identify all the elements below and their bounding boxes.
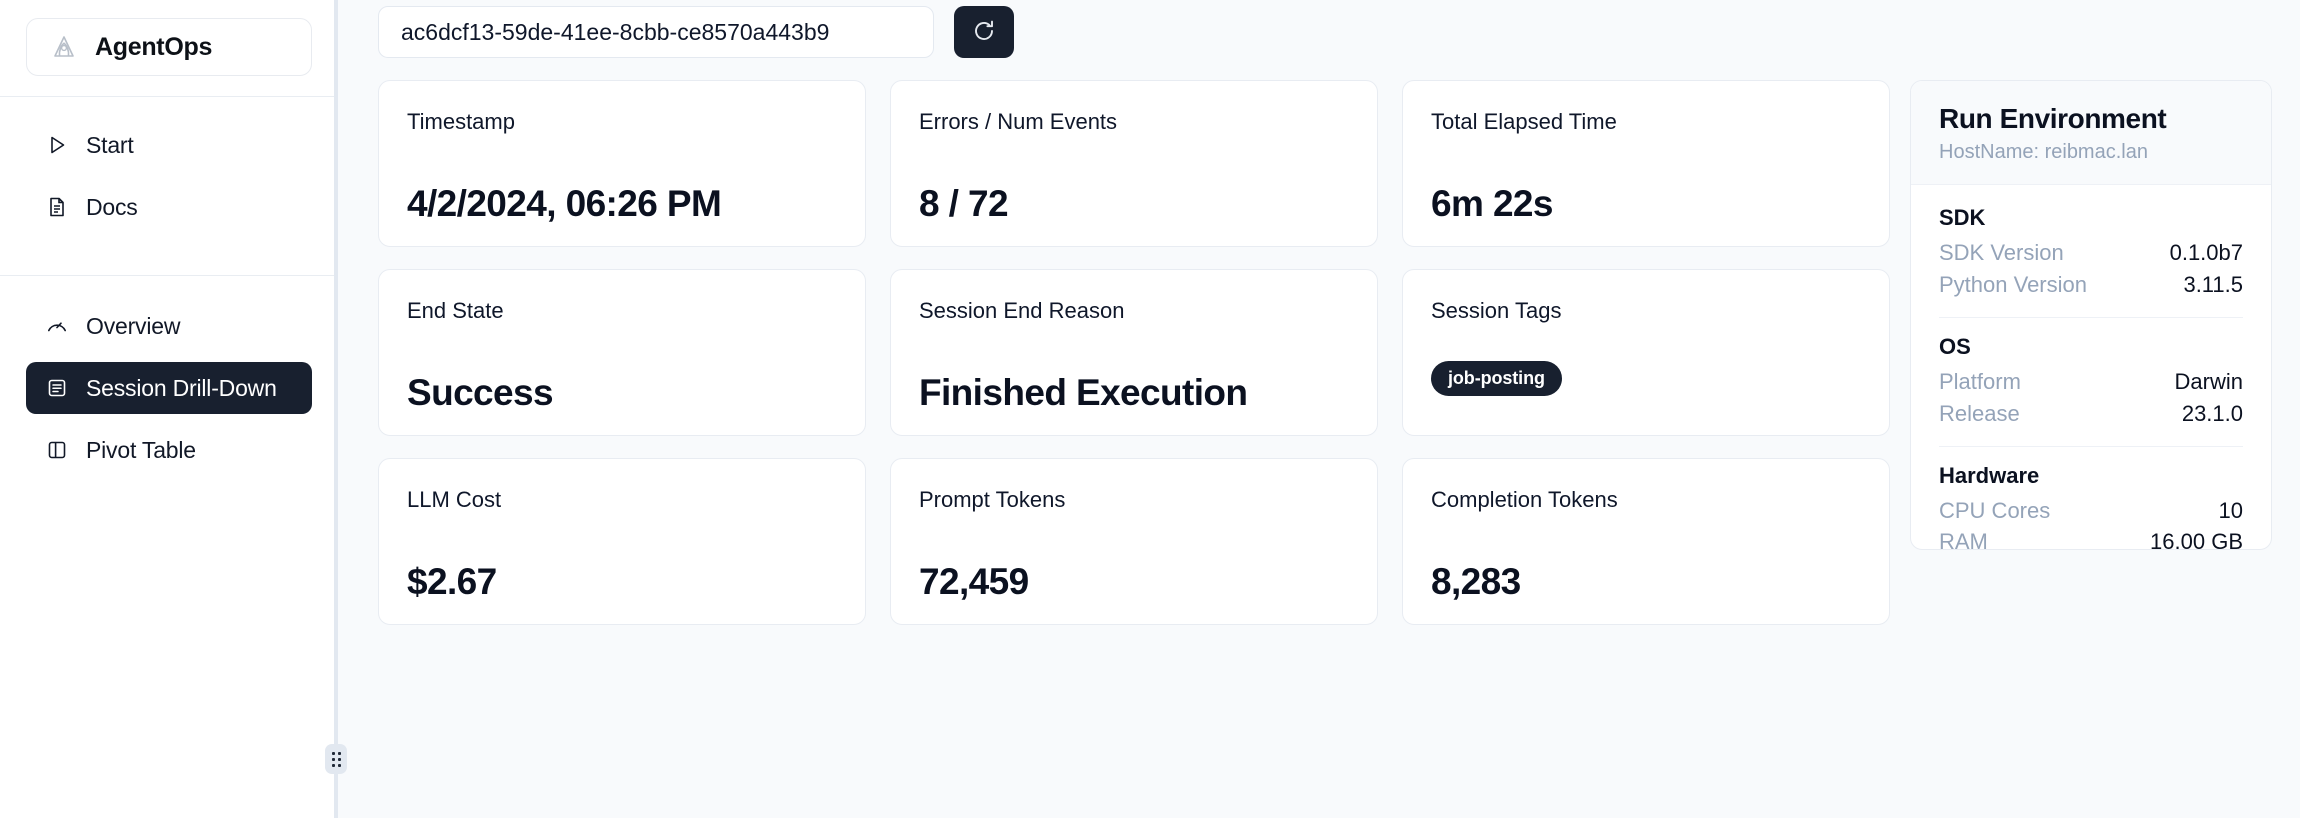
sidebar-divider-top (0, 96, 338, 97)
metric-card-session-tags: Session Tags job-posting (1402, 269, 1890, 436)
env-key: Platform (1939, 368, 2021, 394)
metric-card-session-end-reason: Session End Reason Finished Execution (890, 269, 1378, 436)
topbar (378, 0, 2272, 62)
metric-card-completion-tokens: Completion Tokens 8,283 (1402, 458, 1890, 625)
card-value: Finished Execution (919, 372, 1248, 414)
env-row: Platform Darwin (1939, 366, 2243, 398)
env-key: RAM (1939, 529, 1988, 550)
gauge-icon (44, 313, 70, 339)
session-id-input[interactable] (378, 6, 934, 58)
list-panel-icon (44, 375, 70, 401)
card-label: Session Tags (1431, 298, 1562, 323)
card-label: End State (407, 298, 504, 323)
card-label: Session End Reason (919, 298, 1125, 323)
hostname-text: HostName: reibmac.lan (1939, 141, 2148, 163)
card-value: 8 / 72 (919, 183, 1009, 225)
env-row: Python Version 3.11.5 (1939, 269, 2243, 301)
env-value: Darwin (2174, 368, 2243, 394)
card-label: Total Elapsed Time (1431, 109, 1617, 134)
env-section-os: OS Platform Darwin Release 23.1.0 (1939, 316, 2243, 430)
env-key: Release (1939, 400, 2020, 426)
metric-card-llm-cost: LLM Cost $2.67 (378, 458, 866, 625)
nav-group-secondary: Overview Session Drill-Down (0, 276, 338, 498)
page-title: Run Environment (1939, 103, 2167, 134)
grip-dots-icon (331, 751, 341, 767)
sidebar-item-start[interactable]: Start (26, 119, 312, 171)
brand-wrapper: AgentOps (0, 0, 338, 76)
env-section-title: SDK (1939, 205, 1986, 230)
metric-card-total-elapsed-time: Total Elapsed Time 6m 22s (1402, 80, 1890, 247)
card-value: Success (407, 372, 554, 414)
env-value: 23.1.0 (2181, 400, 2243, 426)
sidebar-item-label: Start (86, 131, 134, 158)
metric-card-end-state: End State Success (378, 269, 866, 436)
env-value: 10 (2218, 497, 2243, 523)
main-content: Timestamp 4/2/2024, 06:26 PM Errors / Nu… (338, 0, 2300, 818)
env-section-title: Hardware (1939, 462, 2040, 488)
card-label: Completion Tokens (1431, 487, 1618, 512)
env-section-sdk: SDK SDK Version 0.1.0b7 Python Version 3… (1939, 205, 2243, 301)
sidebar-item-label: Overview (86, 312, 181, 339)
env-row: SDK Version 0.1.0b7 (1939, 237, 2243, 269)
card-label: LLM Cost (407, 487, 502, 512)
metric-card-errors-num-events: Errors / Num Events 8 / 72 (890, 80, 1378, 247)
metric-cards-grid: Timestamp 4/2/2024, 06:26 PM Errors / Nu… (378, 80, 1890, 625)
sidebar-divider-middle (0, 275, 338, 276)
nav-group-primary: Start Docs (0, 97, 338, 255)
metric-card-timestamp: Timestamp 4/2/2024, 06:26 PM (378, 80, 866, 247)
env-value: 3.11.5 (2183, 271, 2243, 297)
brand-button[interactable]: AgentOps (26, 18, 312, 76)
card-label: Errors / Num Events (919, 109, 1118, 134)
sidebar-resize-divider[interactable] (325, 0, 347, 818)
brand-name: AgentOps (95, 32, 213, 61)
card-label: Prompt Tokens (919, 487, 1066, 512)
agentops-logo-icon (49, 32, 79, 62)
card-value: 6m 22s (1431, 183, 1553, 225)
card-value: $2.67 (407, 561, 497, 603)
run-environment-body: SDK SDK Version 0.1.0b7 Python Version 3… (1911, 185, 2271, 550)
env-row: RAM 16.00 GB (1939, 526, 2243, 550)
sidebar-item-overview[interactable]: Overview (26, 300, 312, 352)
run-environment-panel: Run Environment HostName: reibmac.lan SD… (1910, 80, 2272, 550)
content-area: Timestamp 4/2/2024, 06:26 PM Errors / Nu… (378, 62, 2272, 625)
env-row: Release 23.1.0 (1939, 398, 2243, 430)
sidebar: AgentOps Start (0, 0, 347, 818)
metric-card-prompt-tokens: Prompt Tokens 72,459 (890, 458, 1378, 625)
env-key: SDK Version (1939, 240, 2064, 265)
env-key: CPU Cores (1939, 497, 2051, 523)
env-value: 16.00 GB (2150, 529, 2243, 550)
sidebar-resize-grip[interactable] (325, 744, 347, 774)
env-section-title: OS (1939, 333, 1971, 359)
play-icon (44, 132, 70, 158)
card-label: Timestamp (407, 109, 515, 134)
card-value: 72,459 (919, 561, 1029, 603)
sidebar-item-label: Session Drill-Down (86, 374, 277, 401)
card-value: 8,283 (1431, 561, 1521, 603)
sidebar-item-session-drill-down[interactable]: Session Drill-Down (26, 362, 312, 414)
refresh-icon (971, 18, 997, 47)
sidebar-item-label: Pivot Table (86, 436, 196, 463)
sidebar-item-label: Docs (86, 193, 138, 220)
status-badge[interactable]: job-posting (1431, 361, 1562, 396)
env-row: CPU Cores 10 (1939, 495, 2243, 527)
session-tags-list: job-posting (1431, 361, 1861, 413)
refresh-button[interactable] (954, 6, 1014, 58)
run-environment-header: Run Environment HostName: reibmac.lan (1911, 81, 2271, 185)
env-key: Python Version (1939, 271, 2087, 297)
env-section-hardware: Hardware CPU Cores 10 RAM 16.00 GB (1939, 445, 2243, 550)
document-icon (44, 194, 70, 220)
sidebar-item-docs[interactable]: Docs (26, 181, 312, 233)
sidebar-item-pivot-table[interactable]: Pivot Table (26, 424, 312, 476)
columns-icon (44, 437, 70, 463)
card-value: 4/2/2024, 06:26 PM (407, 182, 722, 224)
env-value: 0.1.0b7 (2169, 240, 2243, 265)
